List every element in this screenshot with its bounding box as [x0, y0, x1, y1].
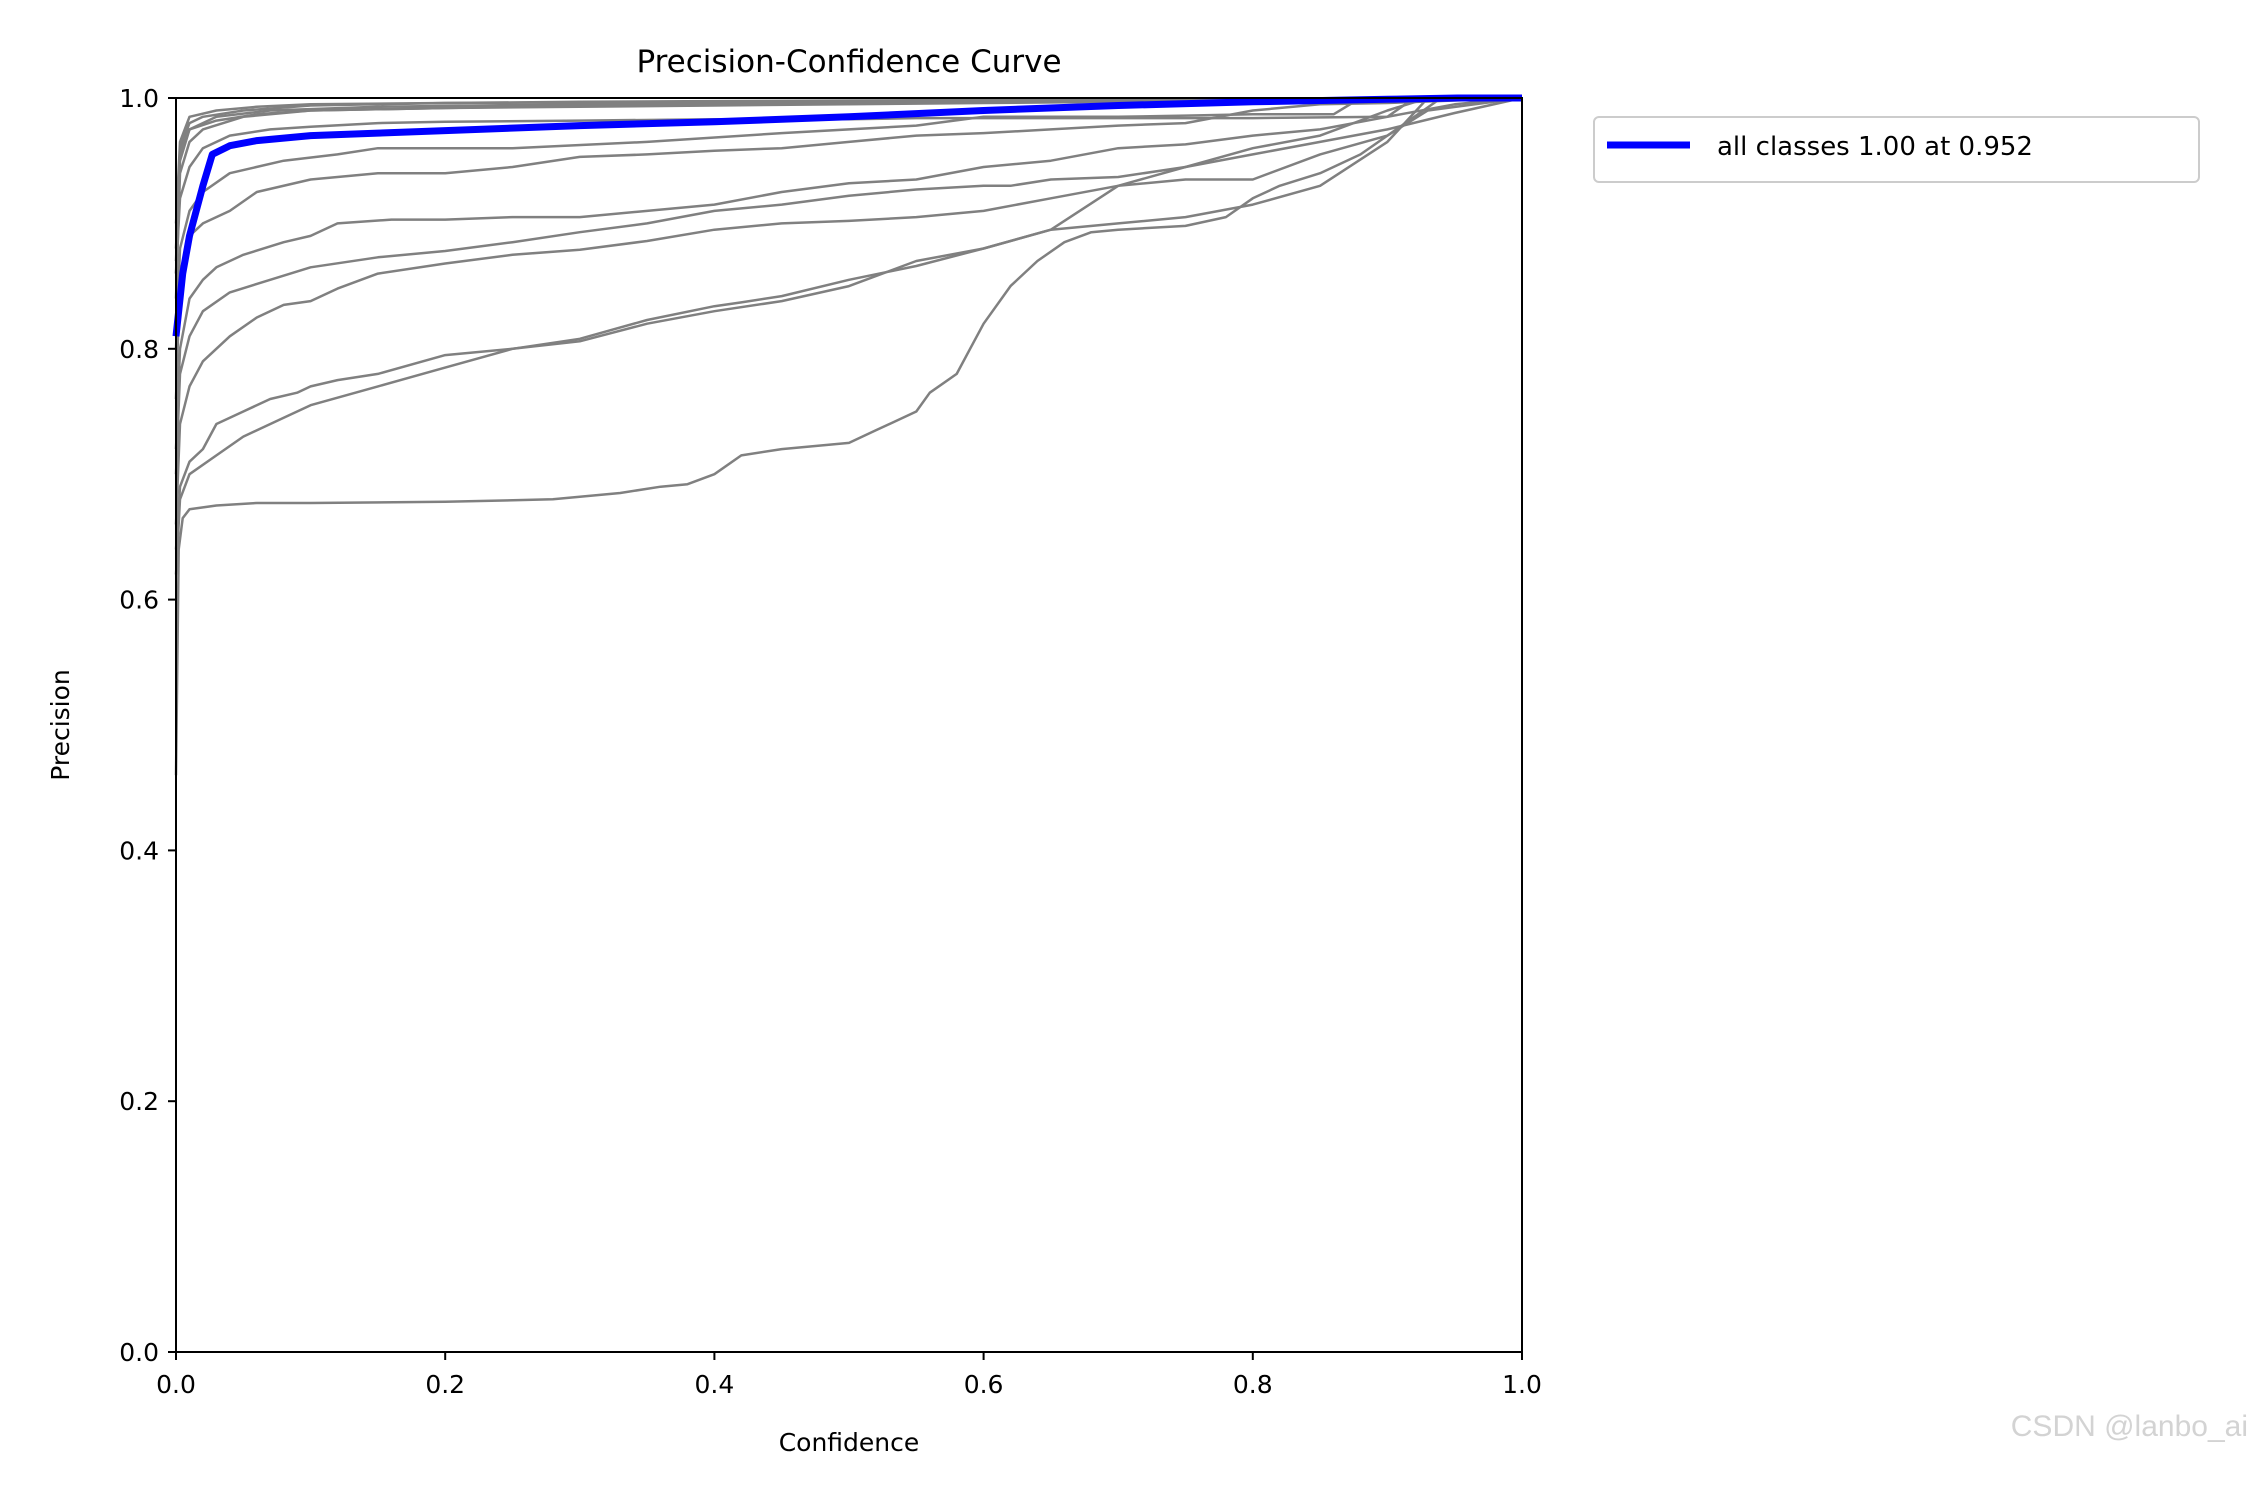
series-line-class-13 — [174, 96, 1523, 776]
series-line-class-10 — [174, 96, 1522, 525]
series-line-class-4 — [174, 96, 1523, 299]
x-tick-label: 0.2 — [425, 1370, 465, 1399]
series-line-class-5 — [174, 96, 1522, 274]
y-tick-label: 0.6 — [119, 586, 159, 615]
x-axis-label: Confidence — [779, 1428, 920, 1457]
legend-box — [1593, 116, 2200, 183]
plot-frame — [175, 97, 1523, 1353]
x-tick-label: 1.0 — [1502, 1370, 1542, 1399]
chart-title: Precision-Confidence Curve — [636, 44, 1061, 80]
y-tick-label: 1.0 — [119, 84, 159, 113]
y-axis-ticks: 0.0 0.2 0.4 0.6 0.8 1.0 — [119, 84, 176, 1367]
legend: all classes 1.00 at 0.952 — [1593, 116, 2200, 183]
series-line-all-classes — [172, 94, 1522, 337]
x-tick-label: 0.4 — [695, 1370, 735, 1399]
x-axis-ticks: 0.0 0.2 0.4 0.6 0.8 1.0 — [156, 1352, 1542, 1399]
watermark: CSDN @lanbo_ai — [2011, 1410, 2248, 1443]
plot-curves — [172, 94, 1523, 776]
y-tick-label: 0.8 — [119, 335, 159, 364]
series-line-class-12 — [174, 96, 1522, 575]
legend-label-all-classes: all classes 1.00 at 0.952 — [1717, 132, 2033, 162]
series-line-class-8 — [174, 96, 1523, 450]
y-axis-label: Precision — [46, 669, 75, 781]
x-tick-label: 0.8 — [1233, 1370, 1273, 1399]
series-line-class-11 — [174, 96, 1522, 550]
series-line-class-9 — [174, 96, 1523, 475]
y-tick-label: 0.0 — [119, 1338, 159, 1367]
x-tick-label: 0.0 — [156, 1370, 196, 1399]
y-tick-label: 0.4 — [119, 836, 159, 865]
series-line-class-7 — [174, 96, 1523, 400]
y-tick-label: 0.2 — [119, 1087, 159, 1116]
x-tick-label: 0.6 — [964, 1370, 1004, 1399]
